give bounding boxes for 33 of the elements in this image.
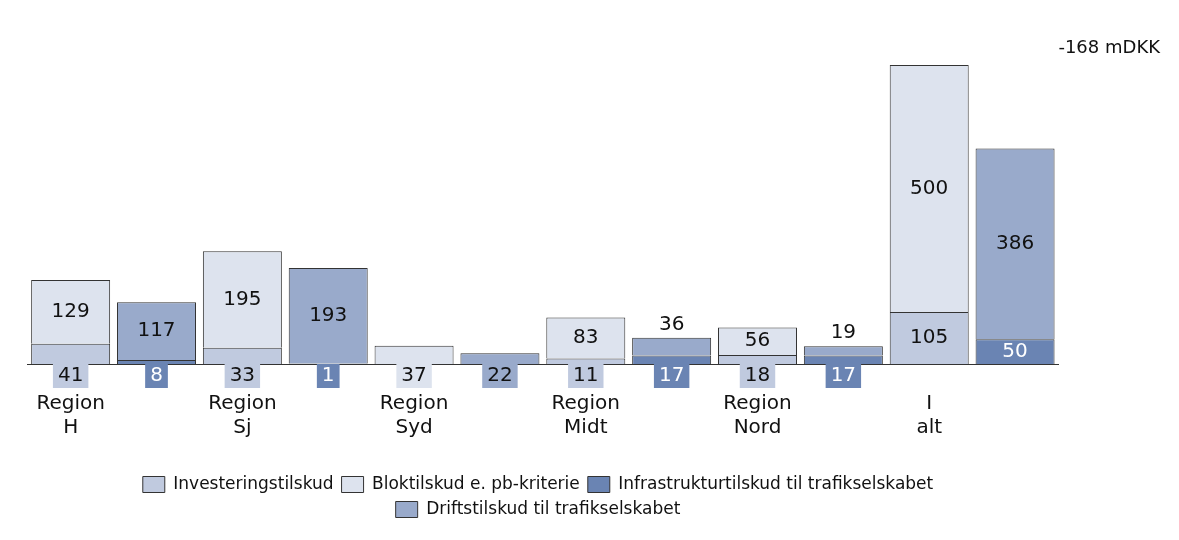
data-label: 83 bbox=[573, 324, 599, 349]
data-label: 19 bbox=[830, 319, 857, 344]
data-label: 33 bbox=[229, 362, 256, 387]
x-tick-label: Region Nord bbox=[723, 390, 792, 439]
data-label: 386 bbox=[995, 230, 1035, 255]
text: -168 mDKK bbox=[1058, 35, 1162, 57]
legend-label: Bloktilskud e. pb-kriterie bbox=[372, 472, 580, 493]
x-tick-label: Region Sj bbox=[208, 390, 277, 439]
data-label: 56 bbox=[744, 327, 771, 352]
data-label: 50 bbox=[1002, 337, 1028, 362]
data-label: 17 bbox=[658, 362, 685, 387]
legend-label: Driftstilskud til trafikselskabet bbox=[426, 497, 681, 518]
data-label: 37 bbox=[401, 362, 427, 387]
x-tick-label: Region H bbox=[36, 390, 105, 439]
data-label: 22 bbox=[487, 362, 513, 387]
data-label: 8 bbox=[150, 362, 163, 387]
data-label: 195 bbox=[223, 285, 262, 310]
x-tick-label: Region Midt bbox=[551, 390, 621, 439]
legend-label: Infrastrukturtilskud til trafikselskabet bbox=[618, 472, 934, 493]
data-label: 11 bbox=[573, 362, 599, 387]
data-label: 17 bbox=[830, 362, 857, 387]
data-label: 41 bbox=[57, 362, 84, 387]
data-label: 18 bbox=[744, 362, 771, 387]
legend-label: Investeringstilskud bbox=[173, 472, 334, 493]
data-label: 129 bbox=[51, 298, 90, 323]
data-label: 193 bbox=[309, 302, 348, 327]
data-label: 500 bbox=[910, 174, 949, 199]
x-tick-label: I alt bbox=[916, 390, 943, 439]
data-label: 36 bbox=[658, 311, 685, 336]
data-label: 117 bbox=[137, 317, 176, 342]
data-label: 1 bbox=[321, 362, 335, 387]
data-label: 105 bbox=[910, 324, 949, 349]
x-tick-label: Region Syd bbox=[379, 390, 449, 439]
